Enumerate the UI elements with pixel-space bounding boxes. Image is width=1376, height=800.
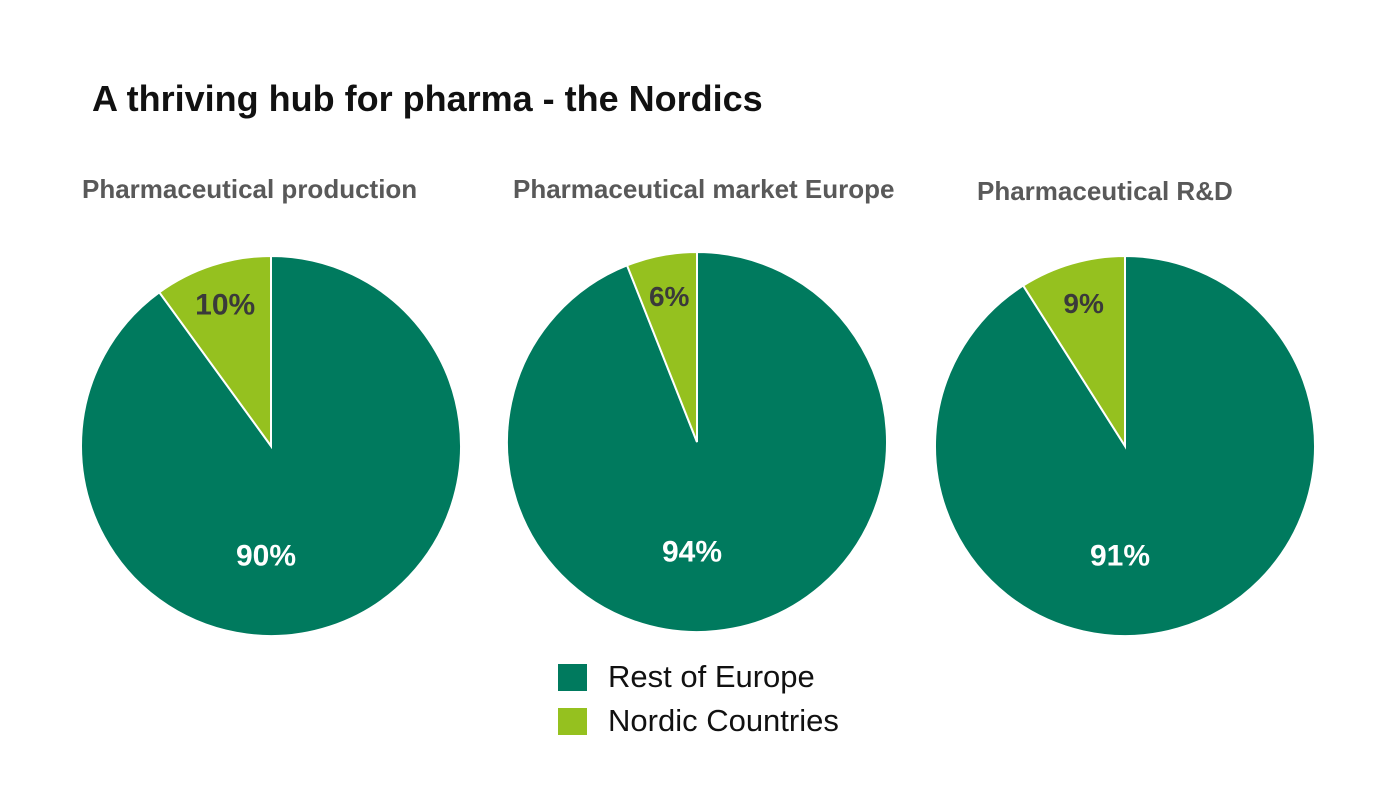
pie-label-rnd-nordic: 9%: [1063, 288, 1104, 319]
chart-title-production: Pharmaceutical production: [82, 174, 418, 204]
pie-label-rnd-rest: 91%: [1090, 540, 1150, 573]
legend-label-nordic: Nordic Countries: [608, 703, 839, 738]
pie-slice-market-nordic: [625, 250, 698, 443]
legend-swatch-rest: [558, 663, 587, 691]
pie-slice-production-nordic: [157, 254, 272, 450]
page-title: A thriving hub for pharma - the Nordics: [92, 78, 763, 119]
chart-title-rnd: Pharmaceutical R&D: [977, 176, 1233, 206]
pie-label-production-nordic: 10%: [195, 289, 255, 322]
legend-swatch-nordic: [558, 707, 587, 735]
pie-label-market-rest: 94%: [662, 536, 722, 569]
pie-label-market-nordic: 6%: [649, 281, 690, 312]
legend-label-rest: Rest of Europe: [608, 659, 815, 694]
legend-item-rest: Rest of Europe: [558, 655, 839, 699]
chart-title-market: Pharmaceutical market Europe: [513, 174, 895, 204]
legend-item-nordic: Nordic Countries: [558, 699, 839, 743]
pie-slice-rnd-nordic: [1021, 254, 1126, 450]
legend: Rest of Europe Nordic Countries: [558, 655, 839, 743]
pie-label-production-rest: 90%: [236, 540, 296, 573]
